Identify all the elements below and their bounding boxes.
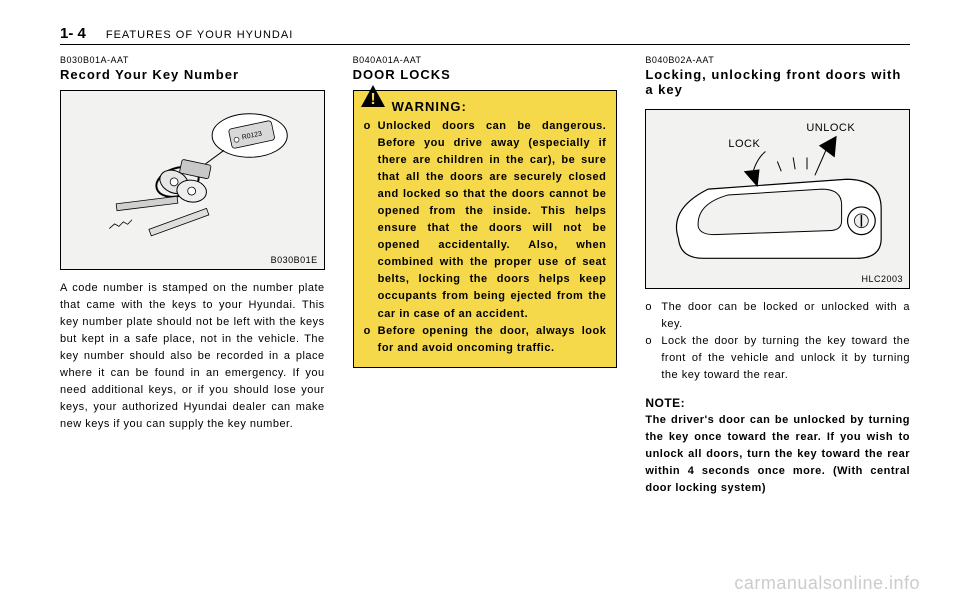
column-2: B040A01A-AAT DOOR LOCKS ! WARNING: oUnlo… (353, 55, 618, 497)
svg-text:!: ! (370, 91, 375, 108)
illustration-keys: R0123 (60, 90, 325, 270)
warning-list: oUnlocked doors can be dangerous. Before… (364, 118, 607, 357)
note-body: The driver's door can be unlocked by tur… (645, 412, 910, 497)
warning-triangle-icon: ! (360, 84, 386, 108)
page-header: 1- 4 FEATURES OF YOUR HYUNDAI (60, 25, 910, 45)
section-heading: Record Your Key Number (60, 67, 325, 82)
section-code: B030B01A-AAT (60, 55, 325, 65)
section-code: B040B02A-AAT (645, 55, 910, 65)
warning-item: Before opening the door, always look for… (378, 323, 607, 357)
column-3: B040B02A-AAT Locking, unlocking front do… (645, 55, 910, 497)
door-handle-svg (646, 110, 909, 288)
bullet-list: oThe door can be locked or unlocked with… (645, 299, 910, 384)
note-heading: NOTE: (645, 396, 910, 410)
section-heading: Locking, unlocking front doors with a ke… (645, 67, 910, 101)
illustration-door-handle: LOCK UNLOCK (645, 109, 910, 289)
list-item: Lock the door by turning the key toward … (661, 333, 910, 384)
header-title: FEATURES OF YOUR HYUNDAI (106, 29, 293, 41)
list-item: The door can be locked or unlocked with … (661, 299, 910, 333)
watermark: carmanualsonline.info (734, 573, 920, 594)
warning-item: Unlocked doors can be dangerous. Before … (378, 118, 607, 323)
illustration-code: HLC2003 (861, 274, 903, 284)
section-heading: DOOR LOCKS (353, 67, 618, 82)
section-code: B040A01A-AAT (353, 55, 618, 65)
warning-title: WARNING: (392, 99, 467, 114)
keys-svg: R0123 (61, 91, 324, 269)
column-1: B030B01A-AAT Record Your Key Number R012… (60, 55, 325, 497)
illustration-code: B030B01E (271, 255, 318, 265)
warning-box: ! WARNING: oUnlocked doors can be danger… (353, 90, 618, 368)
page-number: 1- 4 (60, 25, 86, 42)
body-text: A code number is stamped on the number p… (60, 280, 325, 433)
